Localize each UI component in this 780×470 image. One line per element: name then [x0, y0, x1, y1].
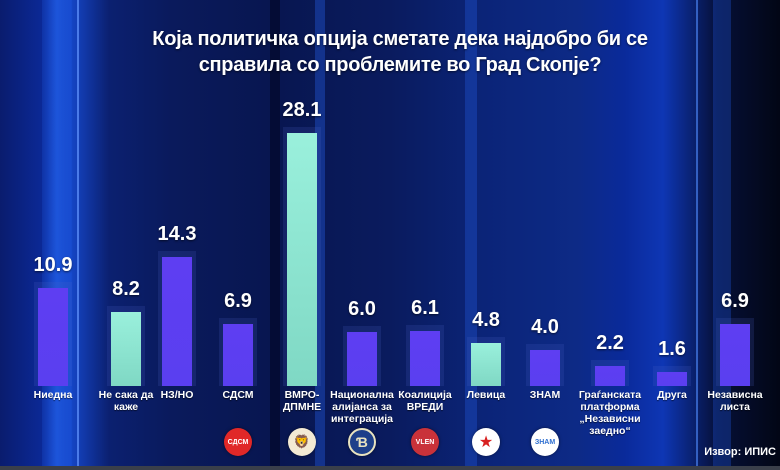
bar-frame: [526, 344, 564, 386]
bar: [720, 323, 750, 386]
bar: [287, 133, 317, 386]
vlen-logo: VLEN: [411, 428, 439, 456]
bar: [471, 342, 501, 386]
category-label: Левица: [466, 389, 506, 401]
category-label: Независна листа: [707, 389, 763, 413]
bar-column: 6.0 Национална алијанса за интеграција: [322, 0, 402, 470]
bar: [530, 350, 560, 386]
chart-title-line2: справила со проблемите во Град Скопје?: [198, 54, 602, 76]
sdsm-logo: СДСМ: [224, 428, 252, 456]
bar-frame: [716, 317, 754, 386]
category-label: Ниедна: [33, 389, 73, 401]
bar: [410, 331, 440, 386]
bar-frame: [219, 317, 257, 386]
znam-logo: ЗНАМ: [531, 428, 559, 456]
bg-stripe: [42, 0, 72, 470]
bar-value-label: 6.0: [348, 298, 376, 320]
category-label: Граѓанската платформа „Независни заедно“: [578, 389, 642, 437]
bar-value-label: 1.6: [658, 337, 686, 360]
category-label: ЗНАМ: [529, 389, 561, 401]
bar-value-label: 6.9: [224, 289, 252, 312]
bar-value-label: 10.9: [33, 253, 73, 276]
bar: [657, 371, 687, 386]
bar-frame: [406, 325, 444, 386]
bar-column: 8.2 Не сака да каже: [86, 0, 166, 470]
alliance-logo: Ɓ: [348, 428, 376, 456]
bar: [595, 366, 625, 386]
bar: [223, 323, 253, 386]
bar-column: 6.9 Независна листа: [695, 0, 775, 470]
bar-value-label: 6.1: [411, 297, 439, 320]
bg-stripe: [270, 0, 280, 470]
bar-frame: [653, 365, 691, 386]
category-label: Друга: [657, 389, 687, 401]
bottom-strip: [0, 466, 780, 470]
bar-column: 2.2 Граѓанската платформа „Независни заедно“: [570, 0, 650, 470]
bar-value-label: 4.0: [531, 316, 559, 338]
bar-value-label: 4.8: [472, 308, 500, 331]
chart-title: Која политичка опција сметате дека најдо…: [90, 26, 710, 78]
bar-frame: [34, 281, 72, 386]
bg-stripe: [315, 0, 325, 470]
bar-value-label: 28.1: [282, 99, 322, 122]
bar-value-label: 14.3: [157, 223, 197, 246]
bar: [347, 332, 377, 386]
bar-frame: [158, 251, 196, 386]
bar-frame: [343, 326, 381, 386]
bar-column: 1.6 Друга: [632, 0, 712, 470]
category-label: Не сака да каже: [98, 389, 154, 413]
bar-column: 14.3 НЗ/НО: [137, 0, 217, 470]
bar-column: 28.1 ВМРО- ДПМНЕ: [262, 0, 342, 470]
bar: [38, 287, 68, 386]
bar-column: 6.1 Коалиција ВРЕДИ: [385, 0, 465, 470]
levica-logo: ★: [472, 428, 500, 456]
bar-frame: [591, 360, 629, 386]
bar: [162, 257, 192, 386]
source-label: Извор: ИПИС: [704, 446, 776, 458]
vmro-dpmne-logo: 🦁: [288, 428, 316, 456]
bar-column: 6.9 СДСМ: [198, 0, 278, 470]
bar-value-label: 8.2: [112, 278, 140, 301]
category-label: Коалиција ВРЕДИ: [398, 389, 452, 413]
bar-column: 4.0 ЗНАМ: [505, 0, 585, 470]
category-label: СДСМ: [222, 389, 254, 401]
bg-stripe: [696, 0, 698, 470]
bar-value-label: 6.9: [721, 289, 749, 312]
bar-frame: [107, 306, 145, 386]
category-label: Национална алијанса за интеграција: [330, 389, 394, 425]
bar: [111, 312, 141, 386]
category-label: НЗ/НО: [160, 389, 194, 401]
bar-value-label: 2.2: [596, 332, 624, 355]
bar-column: 10.9 Ниедна: [13, 0, 93, 470]
bar-frame: [283, 127, 321, 386]
bar-frame: [467, 336, 505, 386]
bar-column: 4.8 Левица: [446, 0, 526, 470]
bg-stripe: [77, 0, 79, 470]
chart-title-line1: Која политичка опција сметате дека најдо…: [152, 28, 648, 50]
category-label: ВМРО- ДПМНЕ: [282, 389, 322, 413]
